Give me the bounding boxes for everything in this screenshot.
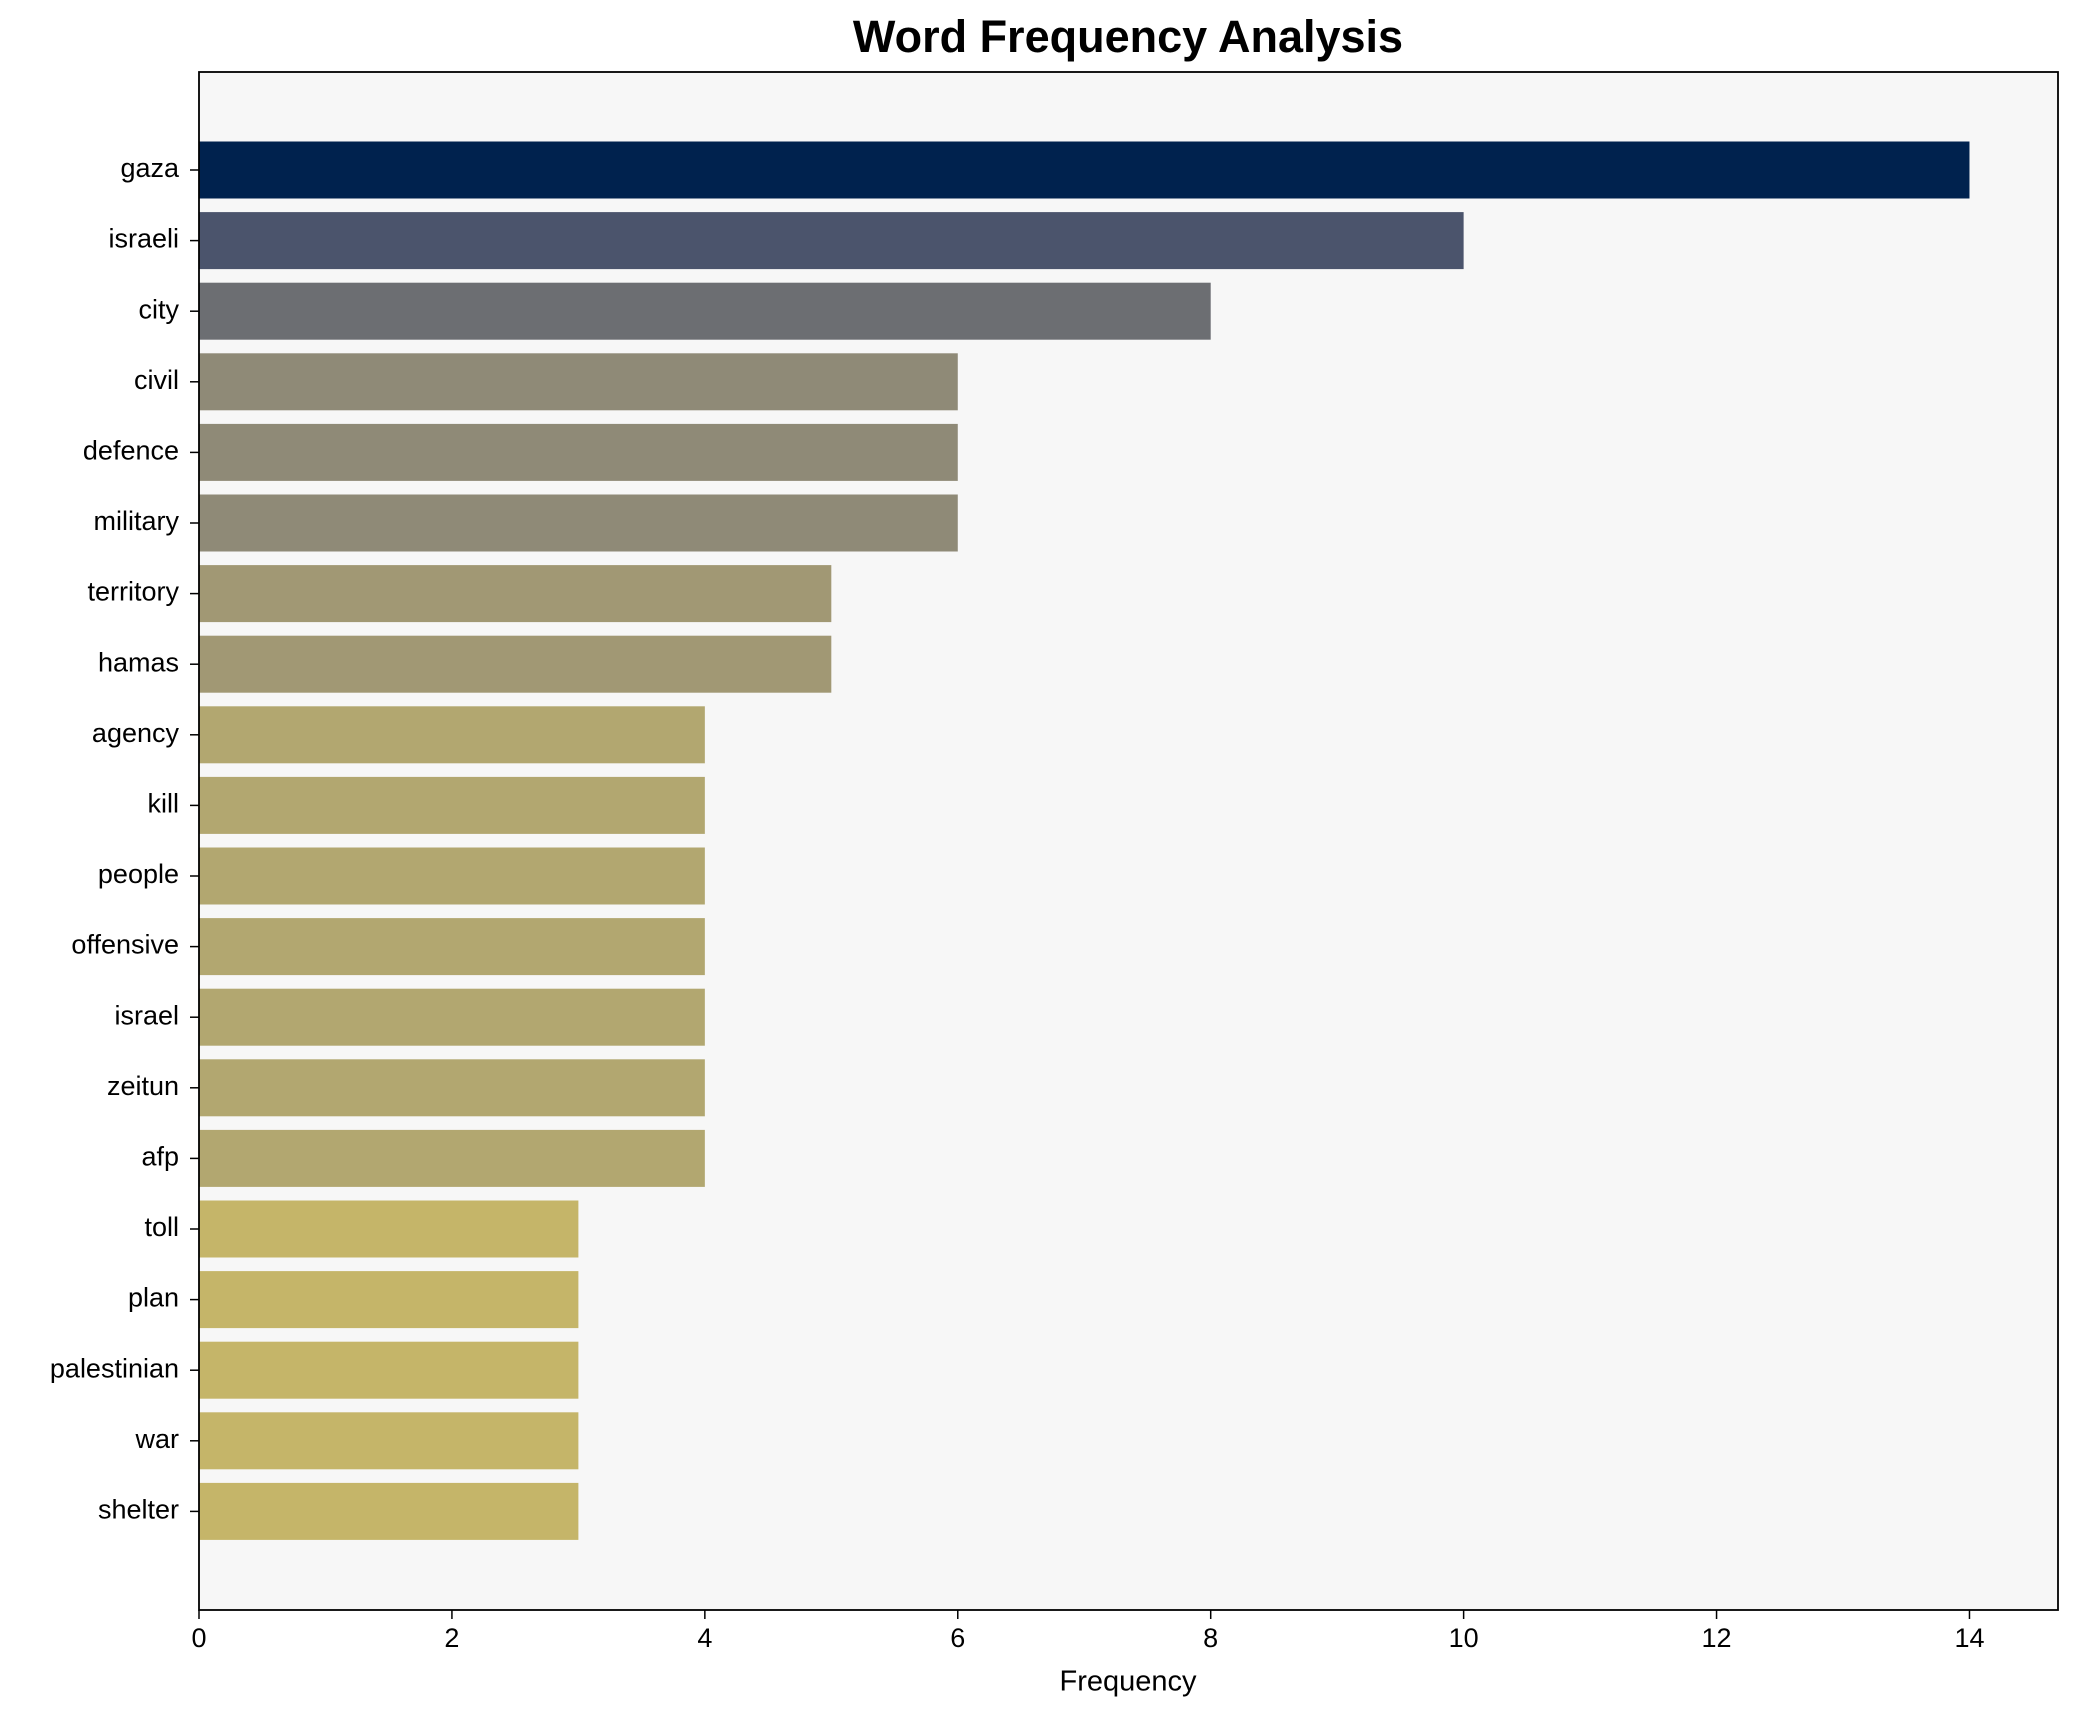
bar bbox=[199, 918, 705, 976]
x-axis-label: Frequency bbox=[1059, 1666, 1197, 1698]
bar bbox=[199, 1341, 579, 1399]
bar bbox=[199, 212, 1464, 270]
y-tick-label: offensive bbox=[71, 930, 179, 960]
x-tick-label: 0 bbox=[191, 1623, 206, 1653]
x-tick-label: 4 bbox=[697, 1623, 712, 1653]
x-tick-label: 8 bbox=[1203, 1623, 1218, 1653]
bar bbox=[199, 1482, 579, 1540]
y-tick-label: plan bbox=[128, 1283, 179, 1313]
x-tick-label: 14 bbox=[1954, 1623, 1984, 1653]
bar bbox=[199, 706, 705, 764]
y-tick-label: shelter bbox=[98, 1495, 179, 1525]
y-tick-label: defence bbox=[83, 436, 179, 466]
y-tick-label: hamas bbox=[98, 647, 179, 677]
y-tick-label: people bbox=[98, 859, 179, 889]
chart-title: Word Frequency Analysis bbox=[853, 11, 1403, 62]
bar bbox=[199, 141, 1970, 199]
bar bbox=[199, 1059, 705, 1117]
bar bbox=[199, 1412, 579, 1470]
y-tick-label: agency bbox=[92, 718, 180, 748]
y-tick-label: palestinian bbox=[50, 1353, 179, 1383]
bar bbox=[199, 282, 1211, 340]
y-tick-label: toll bbox=[144, 1212, 179, 1242]
y-tick-label: israel bbox=[114, 1000, 179, 1030]
bar bbox=[199, 565, 832, 623]
bar bbox=[199, 1271, 579, 1329]
bar bbox=[199, 988, 705, 1046]
y-tick-label: city bbox=[139, 294, 180, 324]
x-tick-label: 10 bbox=[1449, 1623, 1479, 1653]
plot-frame bbox=[198, 71, 2059, 1611]
y-tick-label: israeli bbox=[108, 224, 179, 254]
y-tick-label: zeitun bbox=[107, 1071, 179, 1101]
bar bbox=[199, 494, 958, 552]
y-tick-label: military bbox=[94, 506, 180, 536]
bar bbox=[199, 1129, 705, 1187]
y-tick-label: afp bbox=[141, 1142, 179, 1172]
bar bbox=[199, 635, 832, 693]
bar bbox=[199, 423, 958, 481]
y-tick-label: kill bbox=[148, 789, 180, 819]
y-tick-label: war bbox=[134, 1424, 179, 1454]
bar bbox=[199, 1200, 579, 1258]
x-tick-label: 12 bbox=[1702, 1623, 1732, 1653]
x-tick-label: 2 bbox=[444, 1623, 459, 1653]
bar bbox=[199, 847, 705, 905]
y-tick-label: civil bbox=[134, 365, 179, 395]
bar bbox=[199, 776, 705, 834]
x-tick-label: 6 bbox=[950, 1623, 965, 1653]
y-tick-label: gaza bbox=[120, 153, 180, 183]
bar bbox=[199, 353, 958, 411]
y-tick-label: territory bbox=[87, 577, 179, 607]
